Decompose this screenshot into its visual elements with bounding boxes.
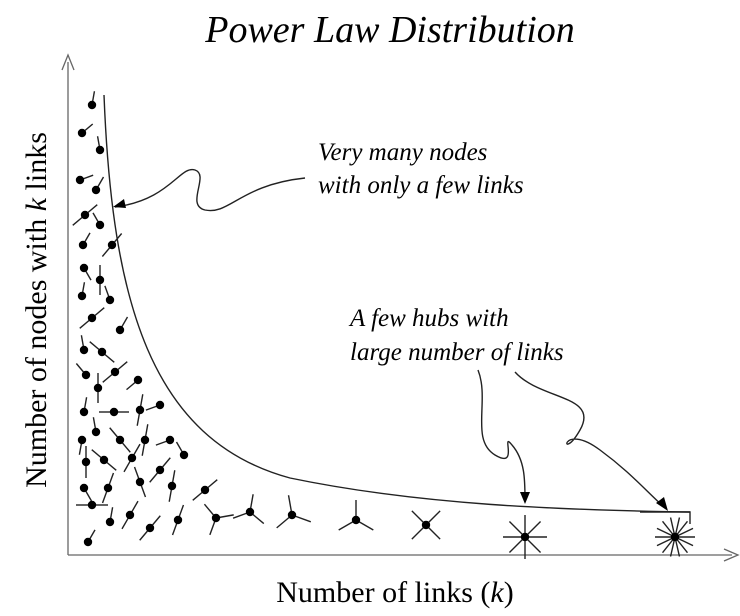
node (95, 275, 105, 285)
node (115, 325, 125, 335)
node (87, 100, 97, 110)
nodes (72, 91, 695, 559)
curve-end (640, 511, 691, 524)
node (245, 507, 255, 517)
node (135, 477, 145, 487)
node (77, 128, 87, 138)
node (81, 370, 91, 380)
x-axis-label: Number of links (k) (276, 576, 513, 609)
annotation: Very many nodes with only a few links (318, 139, 524, 199)
node (77, 291, 87, 301)
node (167, 481, 177, 491)
annotation-line: A few hubs with (348, 305, 509, 332)
node (105, 517, 115, 527)
node (421, 520, 431, 530)
node (165, 435, 175, 445)
node (179, 450, 189, 460)
label-part: k (490, 576, 504, 609)
node (670, 532, 680, 542)
label-part: Number of links ( (276, 576, 490, 609)
node (95, 145, 105, 155)
node (109, 407, 119, 417)
label-part: ) (504, 576, 514, 609)
node (145, 523, 155, 533)
node (520, 532, 530, 542)
title: Power Law Distribution (204, 9, 575, 51)
node (79, 345, 89, 355)
y-axis (61, 53, 75, 555)
node (87, 500, 97, 510)
annotation-line: with only a few links (318, 172, 524, 199)
node (105, 295, 115, 305)
arrow-head (113, 199, 126, 208)
node (79, 483, 89, 493)
node (287, 510, 297, 520)
label-part: Number of nodes with (20, 211, 53, 488)
leader-line (514, 371, 666, 509)
node (110, 367, 120, 377)
node (125, 510, 135, 520)
node (78, 240, 88, 250)
node (107, 240, 117, 250)
label-part: k (20, 197, 53, 211)
y-axis-label: Number of nodes with k links (20, 132, 53, 488)
node (75, 175, 85, 185)
node (93, 383, 103, 393)
node (80, 210, 90, 220)
node (95, 220, 105, 230)
node (87, 313, 97, 323)
annotation-line: Very many nodes (318, 139, 487, 166)
node (155, 400, 165, 410)
leader-line (114, 168, 306, 212)
annotation-line: large number of links (350, 339, 564, 366)
node (140, 435, 150, 445)
node (135, 405, 145, 415)
node (103, 483, 113, 493)
label-part: links (20, 132, 53, 198)
x-axis (68, 548, 740, 562)
node (115, 435, 125, 445)
node (99, 455, 109, 465)
node (83, 537, 93, 547)
node (133, 375, 143, 385)
node (200, 485, 210, 495)
leader-line (477, 369, 526, 501)
node (79, 263, 89, 273)
node (81, 457, 91, 467)
node (77, 435, 87, 445)
node (127, 453, 137, 463)
node (351, 515, 361, 525)
node (91, 427, 101, 437)
curve (103, 94, 691, 513)
node (155, 465, 165, 475)
node (91, 185, 101, 195)
node (173, 515, 183, 525)
annotation: A few hubs with large number of links (348, 305, 564, 366)
node (79, 407, 89, 417)
node (97, 347, 107, 357)
node (211, 513, 221, 523)
